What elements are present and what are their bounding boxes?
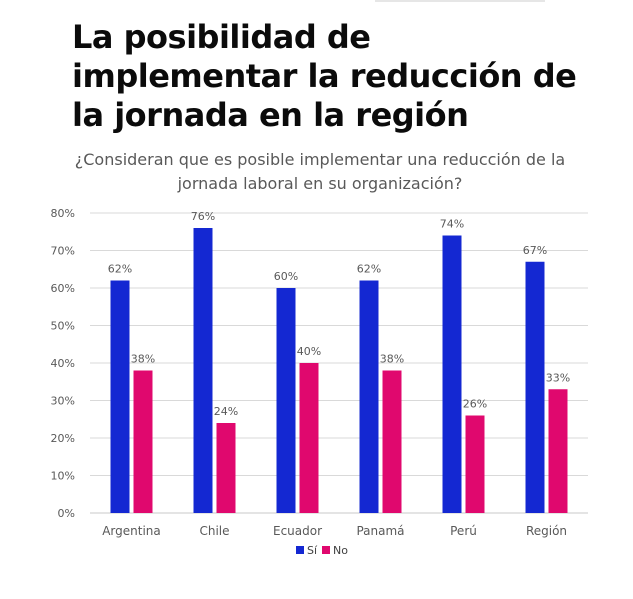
bar-no (133, 370, 153, 513)
x-category-label: Región (526, 524, 567, 538)
y-tick-label: 60% (51, 282, 75, 295)
bar-si (276, 288, 296, 513)
x-category-label: Argentina (102, 524, 161, 538)
bar-no (465, 415, 485, 513)
bar-si (525, 261, 545, 513)
x-category-label: Panamá (356, 524, 404, 538)
y-tick-label: 30% (51, 395, 75, 408)
data-label: 74% (440, 218, 464, 231)
data-label: 33% (546, 371, 570, 384)
bar-no (548, 389, 568, 513)
data-label: 38% (380, 353, 404, 366)
legend-swatch (322, 546, 330, 554)
data-label: 40% (297, 345, 321, 358)
x-category-label: Ecuador (273, 524, 322, 538)
data-label: 62% (357, 263, 381, 276)
top-rule (375, 0, 545, 2)
bar-no (382, 370, 402, 513)
bar-no (299, 363, 319, 513)
data-label: 38% (131, 353, 155, 366)
data-label: 62% (108, 263, 132, 276)
y-tick-label: 20% (51, 432, 75, 445)
y-tick-label: 80% (51, 207, 75, 220)
x-category-label: Perú (450, 524, 477, 538)
y-tick-label: 40% (51, 357, 75, 370)
headline: La posibilidad de implementar la reducci… (72, 18, 577, 134)
data-label: 24% (214, 405, 238, 418)
data-label: 60% (274, 270, 298, 283)
legend-label: Sí (307, 544, 318, 557)
legend-swatch (296, 546, 304, 554)
data-label: 67% (523, 244, 547, 257)
x-category-label: Chile (199, 524, 229, 538)
legend-label: No (333, 544, 348, 557)
bar-si (442, 235, 462, 513)
bar-no (216, 423, 236, 513)
bar-si (110, 280, 130, 513)
bar-si (193, 228, 213, 513)
y-tick-label: 70% (51, 245, 75, 258)
y-tick-label: 50% (51, 320, 75, 333)
bar-si (359, 280, 379, 513)
data-label: 76% (191, 210, 215, 223)
data-label: 26% (463, 398, 487, 411)
chart-title: ¿Consideran que es posible implementar u… (74, 150, 566, 193)
y-tick-label: 0% (58, 507, 75, 520)
y-tick-label: 10% (51, 470, 75, 483)
